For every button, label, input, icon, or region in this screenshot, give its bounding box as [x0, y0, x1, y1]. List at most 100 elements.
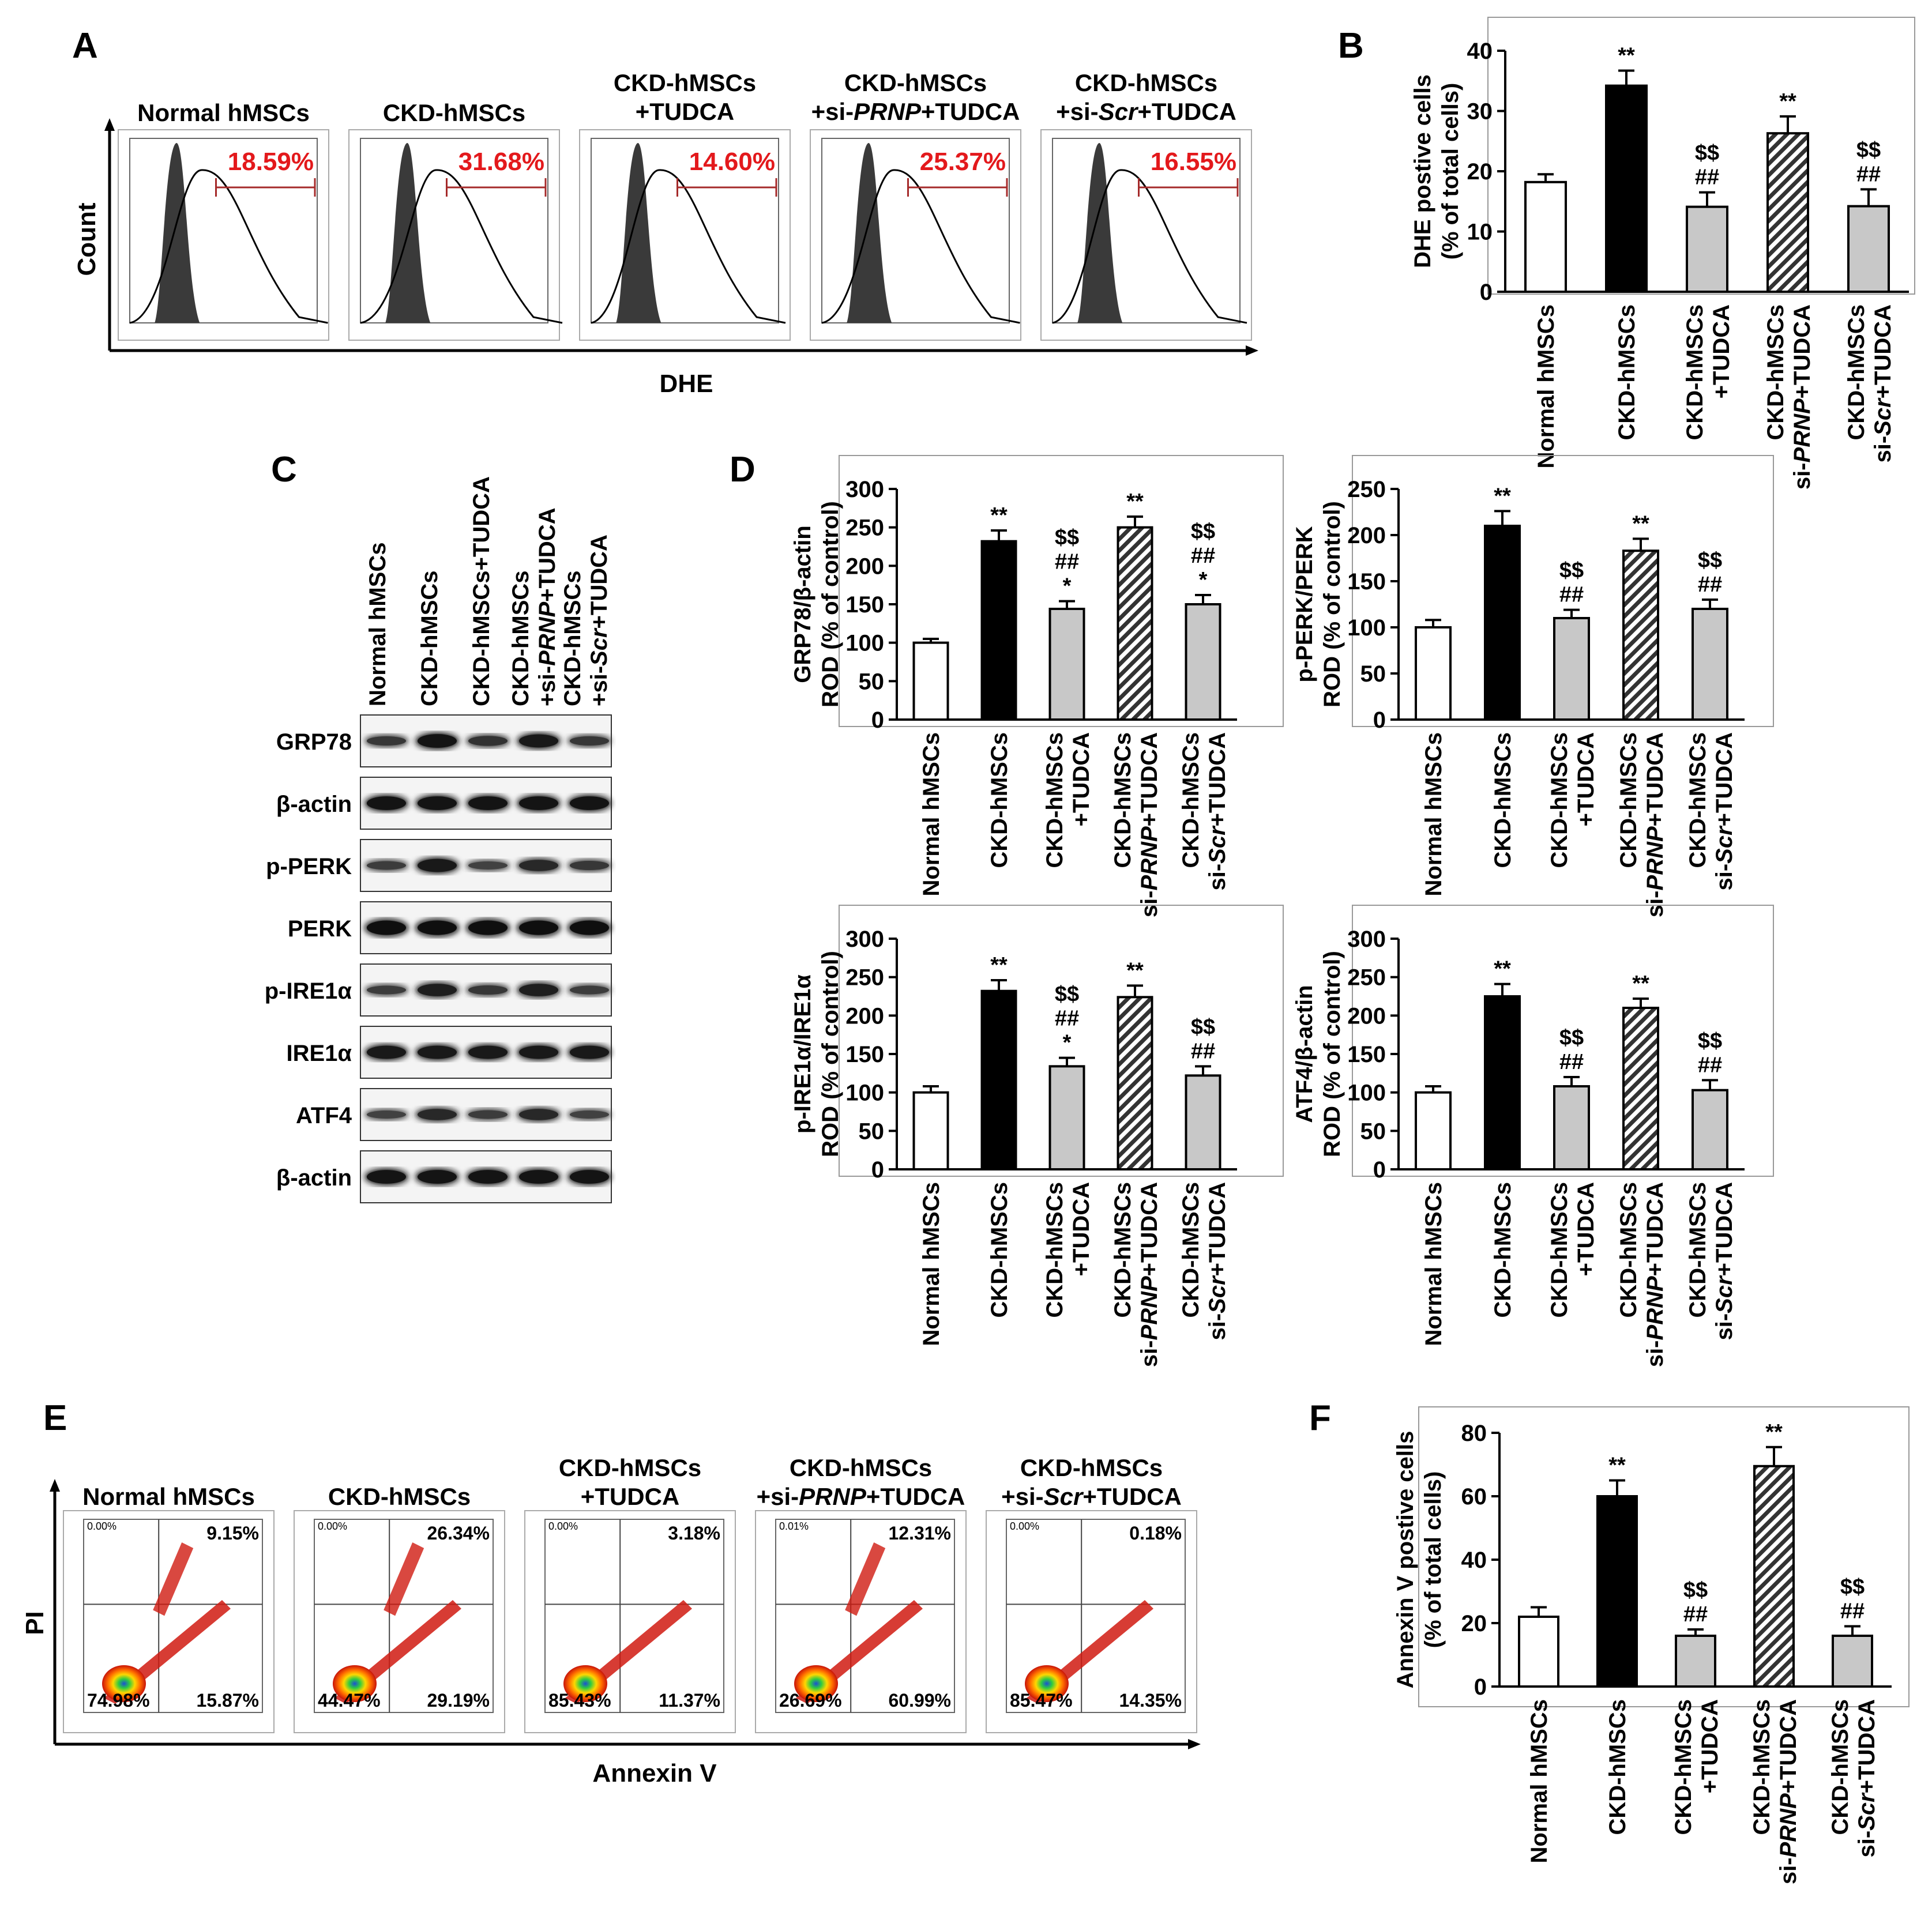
histogram-frame: [118, 129, 329, 341]
y-axis-label: ROD (% of control): [1320, 501, 1345, 707]
bar: [1117, 996, 1153, 1171]
panel-a-histograms: Count DHE Normal hMSCs 18.59% CKD-hMSCs 31.68…: [73, 69, 1258, 398]
lane-label: Normal hMSCs: [365, 543, 390, 707]
significance-label: **: [1618, 43, 1635, 67]
category-label: Normal hMSCs: [1421, 1182, 1446, 1346]
y-tick-label: 100: [845, 631, 884, 656]
category-label: CKD-hMSCs: [1490, 732, 1516, 868]
category-label: CKD-hMSCs: [1042, 732, 1068, 868]
y-axis-label: Count: [73, 202, 101, 276]
quadrant-ur: 26.34%: [427, 1523, 490, 1544]
flow-plot-title: +TUDCA: [581, 1483, 680, 1510]
flow-plot-area: [775, 1519, 955, 1713]
flow-plot-title: +si-Scr+TUDCA: [1001, 1483, 1182, 1510]
bar: [1518, 1616, 1559, 1688]
bar: [980, 989, 1017, 1170]
quadrant-lr: 60.99%: [888, 1690, 951, 1711]
quadrant-ll: 74.98%: [87, 1690, 150, 1711]
quadrant-ur: 0.18%: [1129, 1523, 1182, 1544]
quadrant-ur: 12.31%: [888, 1523, 951, 1544]
category-label: Normal hMSCs: [1533, 304, 1559, 469]
panel-letter-f: F: [1309, 1398, 1331, 1438]
histogram-title: CKD-hMSCs: [844, 69, 987, 96]
category-label: CKD-hMSCs: [1605, 1699, 1630, 1835]
category-label: CKD-hMSCs: [1616, 1182, 1641, 1318]
category-label: si-Scr+TUDCA: [1205, 732, 1230, 891]
significance-label: ##: [1559, 583, 1584, 607]
y-arrow-head: [50, 1479, 60, 1492]
panel-e-flow-plots: PI Annexin V Normal hMSCs 0.00% 9.15% 74.98% 1…: [21, 1454, 1201, 1787]
bar: [1185, 603, 1221, 721]
y-axis-label: ATF4/β-actin: [1292, 985, 1317, 1123]
y-tick-label: 150: [845, 592, 884, 618]
histogram-title: +si-Scr+TUDCA: [1056, 98, 1236, 125]
y-tick-label: 0: [871, 1157, 884, 1183]
y-tick-label: 200: [845, 1003, 884, 1029]
category-label: +TUDCA: [1709, 304, 1734, 398]
significance-label: **: [1126, 958, 1144, 983]
flow-plot-0: Normal hMSCs 0.00% 9.15% 74.98% 15.87%: [63, 1483, 275, 1733]
category-label: Normal hMSCs: [1421, 732, 1446, 897]
histogram-plot-area: [360, 138, 548, 323]
bar: [1832, 1635, 1873, 1688]
significance-label: $$: [1055, 526, 1079, 550]
y-axis-label: PI: [21, 1611, 49, 1635]
significance-label: $$: [1840, 1575, 1865, 1599]
lane-label: +si-Scr+TUDCA: [587, 534, 612, 706]
quadrant-ul: 0.00%: [318, 1520, 347, 1532]
control-histogram: [847, 143, 892, 323]
quadrant-ur: 9.15%: [206, 1523, 259, 1544]
category-label: si-Scr+TUDCA: [1712, 1182, 1737, 1341]
blot-band-core: [570, 920, 609, 935]
blot-band-core: [519, 984, 558, 996]
blot-band-core: [519, 796, 558, 810]
blot-row-6: ATF4: [296, 1088, 612, 1141]
y-axis-label: DHE postive cells: [1410, 74, 1435, 268]
panel-f-bar-chart: 0 20 40 60 80 Annexin V postive cells (% of to…: [1393, 1406, 1910, 1884]
quadrant-ll: 85.43%: [548, 1690, 611, 1711]
significance-label: ##: [1695, 165, 1719, 190]
bar: [1484, 525, 1521, 721]
flow-plot-1: CKD-hMSCs 0.00% 26.34% 44.47% 29.19%: [294, 1483, 505, 1733]
blot-band-core: [468, 1045, 508, 1059]
lane-label: CKD-hMSCs: [508, 570, 533, 706]
blot-band-core: [519, 920, 558, 935]
blot-label: GRP78: [276, 729, 352, 755]
control-histogram: [616, 143, 661, 323]
bar: [1675, 1635, 1716, 1688]
quadrant-lr: 15.87%: [196, 1690, 259, 1711]
bar-chart-d2: 0 50 100 150 200 250 300 p-IRE1α/IRE1α ROD (% of…: [790, 905, 1284, 1367]
panel-letter-d: D: [730, 450, 755, 490]
y-tick-label: 150: [1347, 1042, 1386, 1067]
blot-label: β-actin: [276, 792, 352, 817]
panel-letter-c: C: [271, 450, 297, 490]
blot-band-core: [468, 736, 508, 746]
significance-label: $$: [1559, 1026, 1584, 1050]
category-label: +TUDCA: [1069, 732, 1094, 826]
y-tick-label: 50: [1360, 661, 1386, 687]
sample-histogram: [1052, 169, 1247, 324]
significance-label: $$: [1191, 520, 1215, 544]
significance-label: $$: [1695, 141, 1719, 165]
flow-plot-area: [544, 1519, 724, 1713]
bar-chart-d3: 0 50 100 150 200 250 300 ATF4/β-actin ROD (% of …: [1292, 905, 1774, 1367]
quadrant-ul: 0.00%: [87, 1520, 116, 1532]
y-tick-label: 0: [1373, 1157, 1386, 1183]
significance-label: $$: [1683, 1578, 1708, 1602]
panel-b-bar-chart: 0 10 20 30 40 DHE postive cells (% of total ce…: [1410, 17, 1915, 490]
significance-label: **: [1126, 490, 1144, 514]
significance-label: **: [1632, 972, 1649, 996]
panel-letter-e: E: [43, 1398, 67, 1438]
quadrant-ll: 26.69%: [779, 1690, 842, 1711]
blot-band-core: [418, 984, 457, 996]
blot-band-core: [367, 920, 406, 935]
chart-frame: [839, 905, 1284, 1177]
blot-row-7: β-actin: [276, 1150, 612, 1203]
bar-chart-d0: 0 50 100 150 200 250 300 GRP78/β-actin ROD (% of…: [790, 455, 1284, 917]
significance-label: ##: [1055, 550, 1079, 574]
significance-label: *: [1063, 574, 1072, 599]
y-arrow-head: [104, 118, 115, 131]
category-label: CKD-hMSCs: [1547, 1182, 1572, 1318]
blot-band-core: [519, 1045, 558, 1059]
significance-label: ##: [1856, 162, 1881, 186]
